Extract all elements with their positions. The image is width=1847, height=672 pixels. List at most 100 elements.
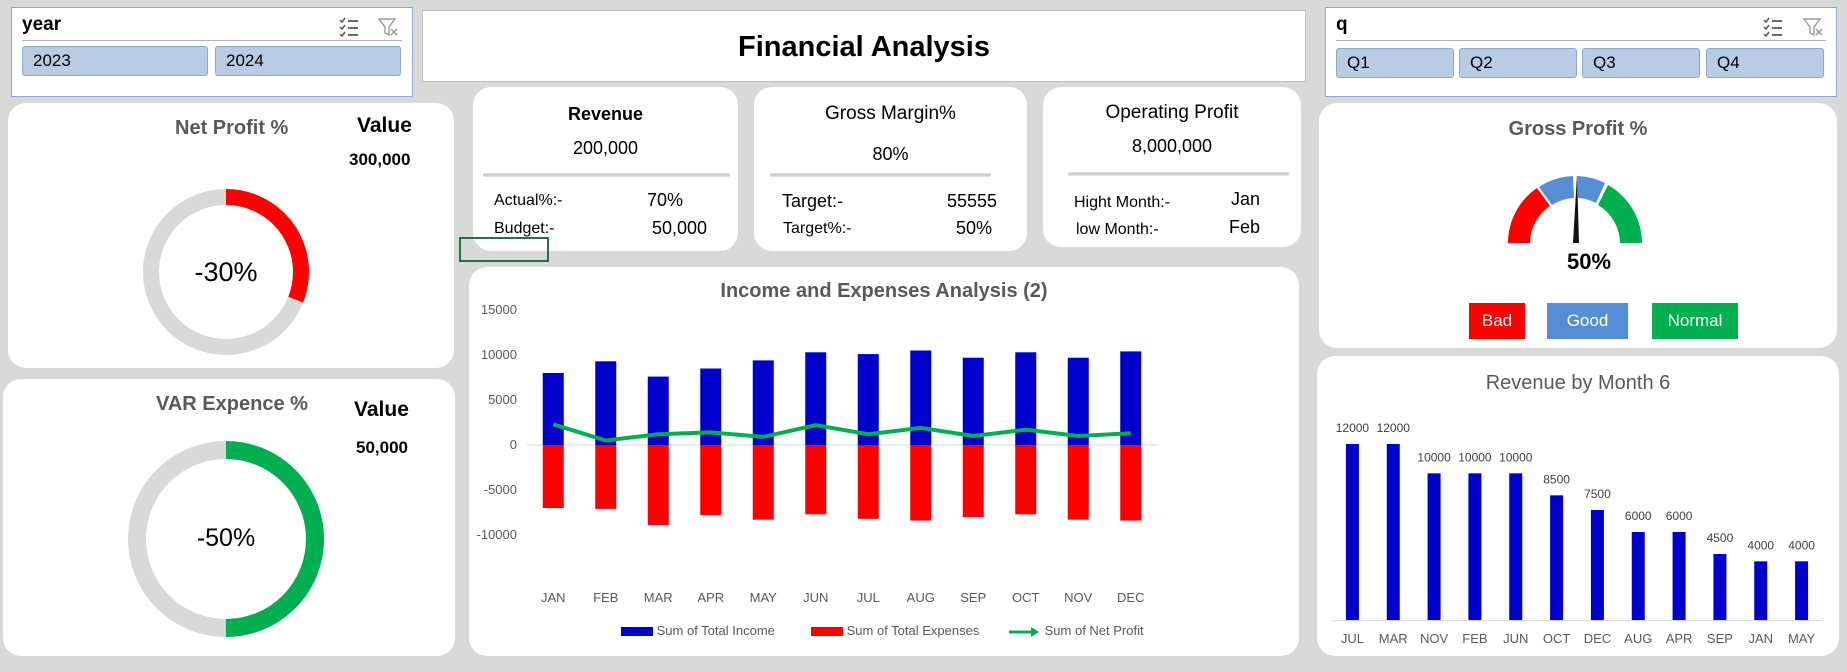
margin-target-value: 55555 <box>947 191 998 211</box>
revenue-bar <box>1631 532 1645 620</box>
income-bar <box>700 368 722 445</box>
revenue-actual-value: 70% <box>647 190 684 210</box>
x-tick-label: JAN <box>541 590 566 605</box>
x-tick-label: JUL <box>1341 631 1364 646</box>
income-bar <box>542 373 564 445</box>
legend-net-profit: Sum of Net Profit <box>1009 623 1144 638</box>
expense-bar <box>805 445 827 515</box>
data-label: 6000 <box>1666 509 1693 523</box>
x-tick-label: SEP <box>960 590 986 605</box>
x-tick-label: OCT <box>1012 590 1040 605</box>
income-bar <box>857 354 879 445</box>
operating-profit-value: 8,000,000 <box>1131 136 1213 156</box>
year-slicer: year 2023 2024 <box>11 7 413 97</box>
x-tick-label: MAR <box>644 590 673 605</box>
clear-filter-icon[interactable] <box>1802 16 1824 38</box>
legend-profit-swatch <box>1009 626 1039 637</box>
gross-profit-gauge <box>1508 175 1642 243</box>
badge-normal: Normal <box>1652 303 1738 339</box>
operating-profit-divider <box>1068 172 1289 176</box>
expense-bar <box>752 445 774 520</box>
gross-margin-title: Gross Margin% <box>825 103 956 124</box>
gross-margin-divider <box>770 173 991 177</box>
expense-bar <box>647 445 669 526</box>
x-tick-label: JUN <box>803 590 828 605</box>
clear-filter-icon[interactable] <box>377 16 399 38</box>
x-tick-label: JAN <box>1748 631 1773 646</box>
gross-profit-value: 50% <box>1566 249 1612 274</box>
y-tick-label: 15000 <box>481 302 517 317</box>
revenue-budget-value: 50,000 <box>652 218 708 238</box>
badge-bad: Bad <box>1469 303 1525 339</box>
revenue-budget-label: Budget:- <box>494 220 555 237</box>
slicer-item-q1[interactable]: Q1 <box>1336 48 1454 78</box>
income-bar <box>1120 351 1142 445</box>
x-tick-label: SEP <box>1707 631 1733 646</box>
slicer-item-q4[interactable]: Q4 <box>1706 48 1824 78</box>
gross-margin-card: Gross Margin% 80% Target:- 55555 Target%… <box>754 87 1027 251</box>
multi-select-icon[interactable] <box>338 16 360 38</box>
var-expense-value: 50,000 <box>356 438 408 457</box>
income-bar <box>752 360 774 445</box>
x-tick-label: DEC <box>1117 590 1144 605</box>
income-bar <box>805 352 827 445</box>
x-tick-label: JUN <box>1503 631 1528 646</box>
q-slicer-title: q <box>1336 14 1348 35</box>
slicer-item-q3[interactable]: Q3 <box>1582 48 1700 78</box>
data-label: 10000 <box>1458 450 1492 464</box>
gross-margin-value: 80% <box>872 144 909 164</box>
slicer-divider <box>1336 40 1826 41</box>
revenue-bar <box>1468 473 1482 620</box>
q-slicer: q Q1 Q2 Q3 Q4 <box>1325 7 1837 97</box>
data-label: 6000 <box>1625 509 1652 523</box>
data-label: 10000 <box>1499 450 1533 464</box>
expense-bar <box>1067 445 1089 520</box>
expense-bar <box>1015 445 1037 515</box>
slicer-item-2024[interactable]: 2024 <box>215 46 401 76</box>
net-profit-line <box>552 422 1131 443</box>
x-tick-label: FEB <box>593 590 618 605</box>
revenue-title: Revenue <box>567 104 644 124</box>
operating-profit-card: Operating Profit 8,000,000 Hight Month:-… <box>1043 87 1301 247</box>
var-expense-card: VAR Expence % Value 50,000 -50% <box>3 379 455 656</box>
revenue-card: Revenue 200,000 Actual%:- 70% Budget:- 5… <box>473 87 738 251</box>
page-title: Financial Analysis <box>422 10 1306 82</box>
expense-bar <box>910 445 932 521</box>
y-tick-label: 0 <box>510 437 517 452</box>
net-profit-title: Net Profit % <box>175 117 289 139</box>
op-high-month-value: Jan <box>1231 189 1261 209</box>
multi-select-icon[interactable] <box>1762 16 1784 38</box>
expense-bar <box>595 445 617 509</box>
x-tick-label: JUL <box>857 590 880 605</box>
expense-bar <box>542 445 564 508</box>
income-bar <box>595 361 617 445</box>
slicer-item-2023[interactable]: 2023 <box>22 46 208 76</box>
margin-target-label: Target:- <box>782 191 844 211</box>
slicer-item-q2[interactable]: Q2 <box>1459 48 1577 78</box>
legend-income-swatch <box>621 627 653 637</box>
x-tick-label: AUG <box>907 590 935 605</box>
data-label: 7500 <box>1584 487 1611 501</box>
expense-bar <box>1120 445 1142 521</box>
x-tick-label: FEB <box>1462 631 1487 646</box>
net-profit-value: 300,000 <box>349 150 411 169</box>
revenue-by-month-title: Revenue by Month 6 <box>1485 372 1671 394</box>
selected-cell[interactable] <box>459 237 549 262</box>
revenue-bar <box>1713 554 1727 620</box>
x-tick-label: OCT <box>1543 631 1571 646</box>
badge-good: Good <box>1547 303 1628 339</box>
legend-total-income: Sum of Total Income <box>621 623 775 638</box>
op-low-month-value: Feb <box>1229 217 1261 237</box>
income-bar <box>962 357 984 445</box>
revenue-bar <box>1795 561 1809 620</box>
x-tick-label: MAY <box>750 590 778 605</box>
revenue-bar <box>1672 532 1686 620</box>
revenue-bar <box>1386 444 1400 620</box>
legend-expenses-label: Sum of Total Expenses <box>846 623 980 638</box>
income-expenses-chart: Income and Expenses Analysis (2) 15000 10… <box>469 267 1299 656</box>
expense-bar <box>962 445 984 517</box>
year-slicer-title: year <box>22 14 62 35</box>
revenue-actual-label: Actual%:- <box>494 192 563 209</box>
income-expenses-plot: 15000 10000 5000 0 -5000 -10000 JAN FEB MAR APR MA… <box>477 302 1157 605</box>
data-label: 4500 <box>1707 531 1734 545</box>
